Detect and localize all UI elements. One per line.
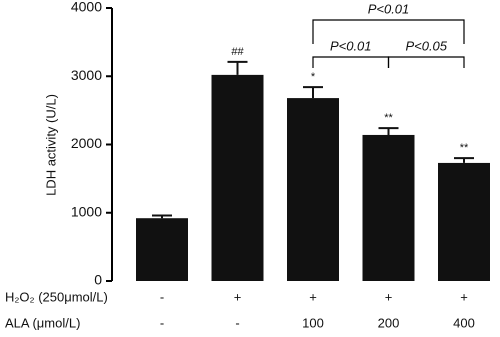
y-tick-label: 4000 (71, 0, 102, 15)
significance-mark: ** (460, 142, 469, 154)
comparison-label: P<0.01 (368, 1, 410, 16)
y-tick-label: 2000 (71, 135, 102, 151)
treatment-value: 100 (302, 315, 324, 330)
error-bar (152, 214, 172, 219)
treatment-value: + (234, 289, 242, 304)
treatment-value: + (309, 289, 317, 304)
treatment-value: - (235, 315, 239, 330)
treatment-value: - (160, 315, 164, 330)
treatment-label: ALA (μmol/L) (5, 315, 80, 330)
bar (136, 218, 188, 281)
significance-mark: ** (384, 112, 393, 124)
y-tick-label: 0 (94, 272, 102, 288)
significance-mark: ## (231, 46, 244, 58)
treatment-value: - (160, 289, 164, 304)
treatment-label: H₂O₂ (250μmol/L) (5, 289, 108, 304)
comparison-bracket (312, 19, 465, 44)
comparison-bracket (312, 56, 390, 68)
error-bar (378, 127, 399, 135)
significance-mark: * (311, 71, 316, 83)
error-bar (454, 157, 474, 163)
y-tick-label: 1000 (71, 203, 102, 219)
treatment-value: + (385, 289, 393, 304)
treatment-value: 200 (378, 315, 400, 330)
comparison-label: P<0.05 (405, 38, 447, 53)
bar (362, 134, 415, 281)
treatment-value: 400 (453, 315, 475, 330)
y-axis-label: LDH activity (U/L) (43, 94, 58, 196)
comparison-bracket (387, 56, 465, 68)
bar (211, 74, 264, 281)
bar (287, 98, 339, 281)
error-bar (227, 60, 248, 75)
treatment-value: + (460, 289, 468, 304)
y-tick-label: 3000 (71, 67, 102, 83)
bar (438, 162, 490, 281)
comparison-label: P<0.01 (330, 38, 372, 53)
error-bar (303, 86, 323, 99)
